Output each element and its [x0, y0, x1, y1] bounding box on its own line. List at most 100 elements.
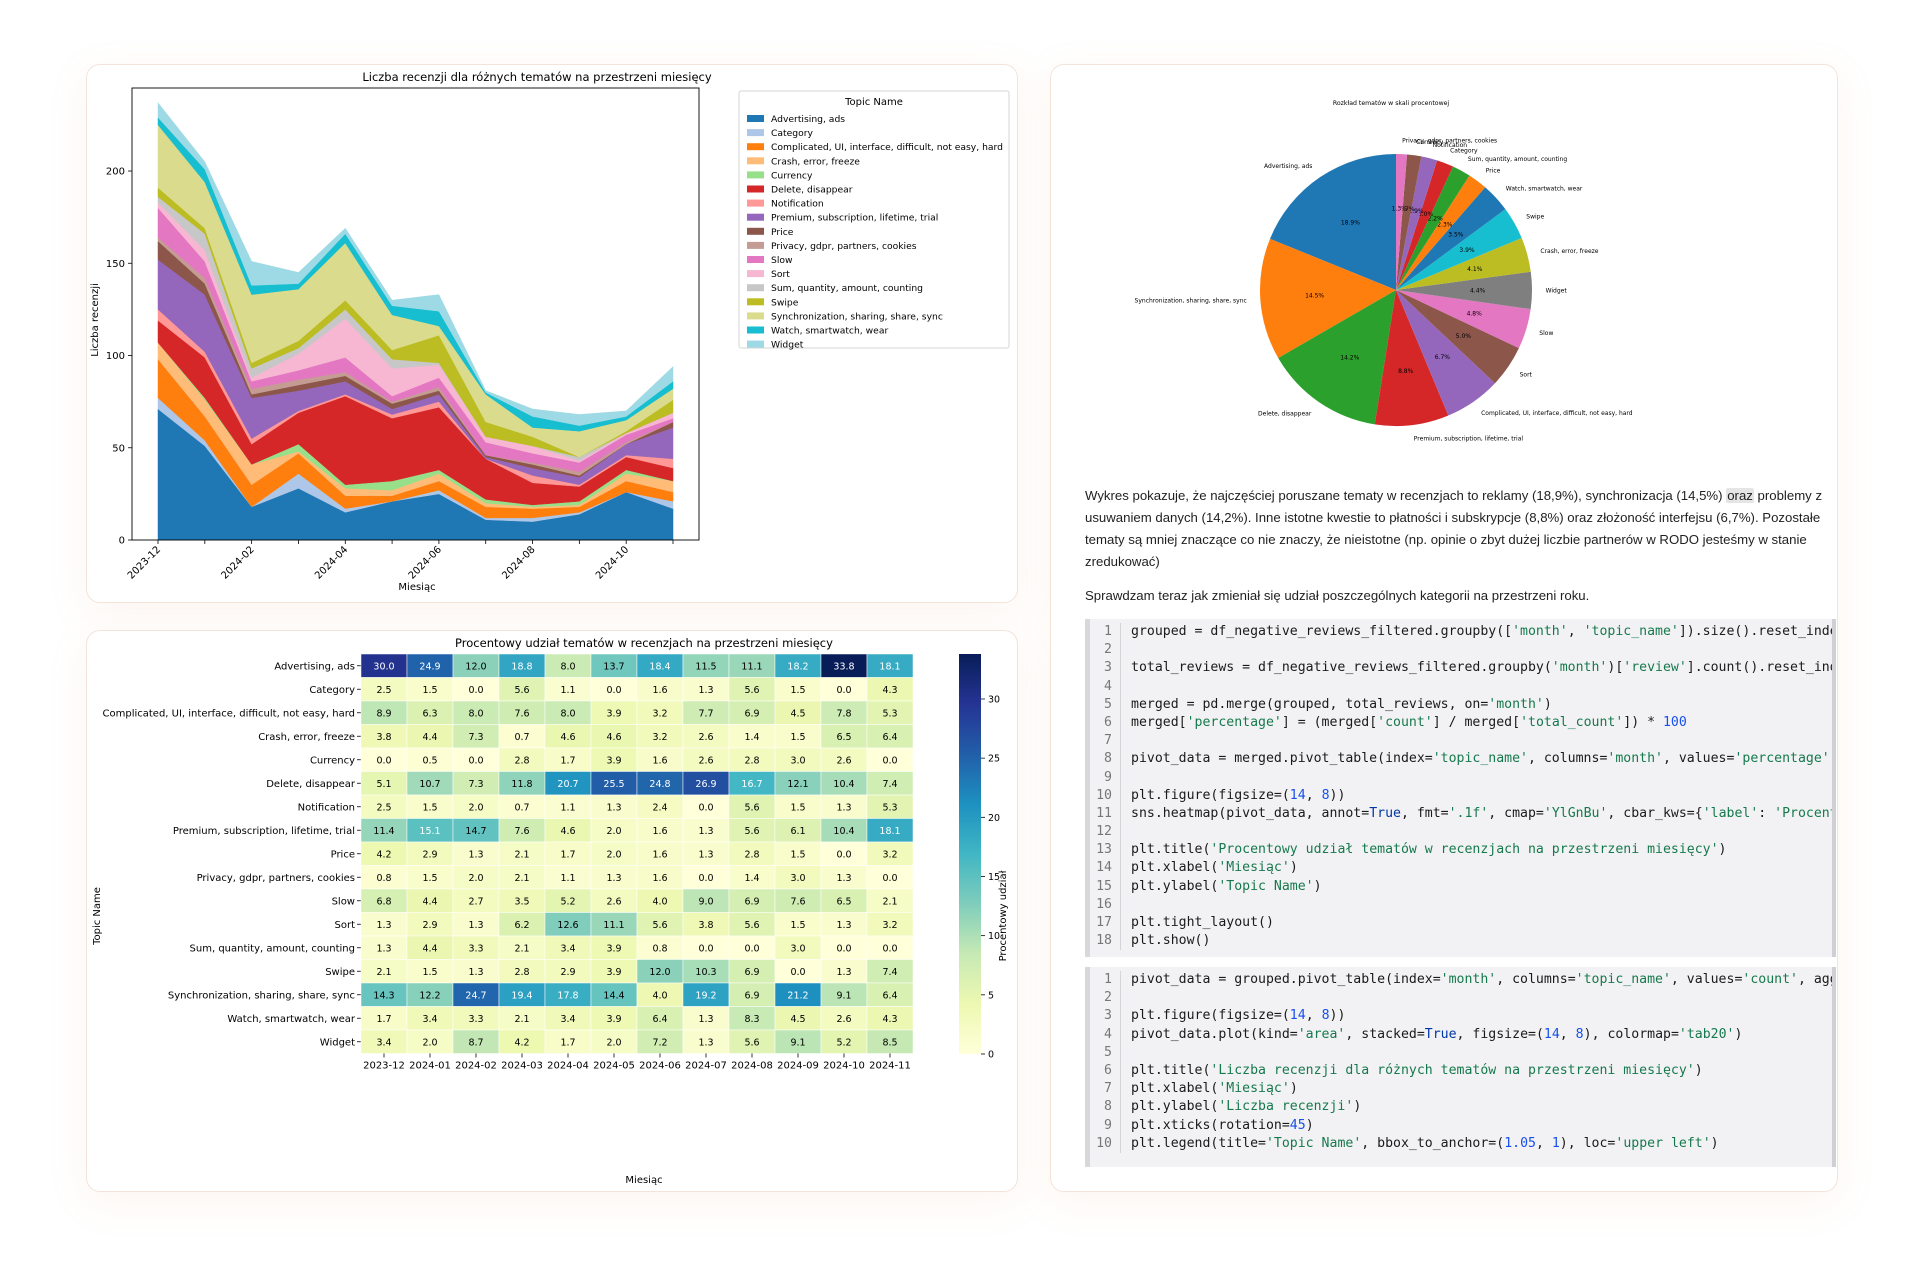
heatmap-cell-value: 4.2	[514, 1037, 529, 1048]
heatmap-cell-value: 12.6	[557, 920, 578, 931]
code-line: 11 sns.heatmap(pivot_data, annot=True, fm…	[1090, 804, 1832, 824]
legend-swatch	[747, 298, 764, 306]
code-text: plt.legend(title='Topic Name', bbox_to_a…	[1131, 1135, 1719, 1151]
heatmap-chart: Procentowy udział tematów w recenzjach n…	[92, 636, 1009, 1186]
heatmap-cell-value: 7.6	[514, 708, 529, 719]
heatmap-row-label: Delete, disappear	[266, 779, 356, 790]
heatmap-col-label: 2024-11	[869, 1061, 911, 1072]
heatmap-cell-value: 1.3	[698, 1037, 713, 1048]
heatmap-cell-value: 15.1	[419, 826, 440, 837]
heatmap-col-label: 2024-10	[823, 1061, 865, 1072]
heatmap-cell-value: 0.0	[836, 943, 851, 954]
code-cell-1[interactable]: 1 grouped = df_negative_reviews_filtered.…	[1085, 619, 1836, 957]
heatmap-cell-value: 4.6	[560, 826, 575, 837]
line-number: 6	[1090, 713, 1121, 733]
line-number: 9	[1090, 1116, 1121, 1135]
heatmap-cell-value: 0.0	[744, 943, 759, 954]
heatmap-title: Procentowy udział tematów w recenzjach n…	[455, 636, 833, 650]
line-number: 4	[1090, 1025, 1121, 1044]
analysis-text-part-2: problemy z usuwaniem danych (14,2%). Inn…	[1085, 488, 1823, 569]
heatmap-cell-value: 24.7	[465, 990, 486, 1001]
heatmap-cell-value: 1.5	[422, 685, 437, 696]
heatmap-cell-value: 1.1	[560, 685, 575, 696]
heatmap-cell-value: 2.1	[514, 873, 529, 884]
heatmap-cell-value: 7.7	[698, 708, 713, 719]
heatmap-cell-value: 1.6	[652, 826, 667, 837]
heatmap-cell-value: 5.2	[560, 896, 575, 907]
heatmap-cell-value: 0.0	[698, 873, 713, 884]
heatmap-cell-value: 1.7	[560, 1037, 575, 1048]
heatmap-cell-value: 6.5	[836, 896, 851, 907]
heatmap-cell-value: 2.9	[422, 849, 437, 860]
heatmap-cell-value: 2.7	[468, 896, 483, 907]
area-x-axis-label: Miesiąc	[398, 582, 435, 593]
heatmap-cell-value: 5.6	[744, 685, 759, 696]
code-cell-2[interactable]: 1 pivot_data = grouped.pivot_table(index=…	[1085, 967, 1836, 1167]
pie-slice	[1396, 156, 1438, 290]
heatmap-row-label: Sort	[335, 920, 356, 931]
heatmap-cell-value: 0.0	[698, 943, 713, 954]
heatmap-cell-value: 1.7	[560, 755, 575, 766]
heatmap-cell-value: 0.0	[836, 849, 851, 860]
heatmap-col-label: 2024-07	[685, 1061, 727, 1072]
heatmap-row-label: Complicated, UI, interface, difficult, n…	[103, 708, 356, 719]
heatmap-cell-value: 4.5	[790, 1014, 805, 1025]
code-line: 2	[1090, 989, 1832, 1008]
heatmap-cell-value: 3.4	[560, 1014, 575, 1025]
code-line: 5	[1090, 1043, 1832, 1062]
heatmap-cell-value: 1.6	[652, 755, 667, 766]
heatmap-row-label: Swipe	[325, 967, 355, 978]
heatmap-row-label: Widget	[320, 1037, 355, 1048]
code-line: 8 plt.ylabel('Liczba recenzji')	[1090, 1098, 1832, 1117]
pie-slice-label: Notification	[1433, 142, 1468, 149]
pie-percent-label: 14.2%	[1340, 354, 1359, 361]
heatmap-cell-value: 11.1	[741, 661, 762, 672]
code-text: plt.xlabel('Miesiąc')	[1131, 860, 1298, 876]
line-number: 11	[1090, 804, 1121, 824]
heatmap-cell-value: 3.4	[422, 1014, 437, 1025]
heatmap-x-axis-label: Miesiąc	[625, 1175, 662, 1186]
code-text: total_reviews = df_negative_reviews_filt…	[1131, 660, 1832, 676]
line-number: 2	[1090, 641, 1121, 660]
heatmap-cell-value: 8.3	[744, 1014, 759, 1025]
code-line: 14 plt.xlabel('Miesiąc')	[1090, 859, 1832, 878]
heatmap-cell-value: 1.6	[652, 849, 667, 860]
code-line: 10 plt.legend(title='Topic Name', bbox_to…	[1090, 1134, 1832, 1153]
pie-slice	[1396, 209, 1522, 290]
heatmap-cell-value: 1.4	[744, 873, 759, 884]
heatmap-cell-value: 5.2	[836, 1037, 851, 1048]
pie-slice-label: Synchronization, sharing, share, sync	[1135, 297, 1247, 304]
heatmap-cell-value: 4.6	[606, 732, 621, 743]
pie-slice-label: Watch, smartwatch, wear	[1506, 185, 1583, 192]
code-line: 12	[1090, 823, 1832, 842]
heatmap-cell-value: 2.1	[514, 943, 529, 954]
line-number: 14	[1090, 859, 1121, 878]
line-number: 15	[1090, 877, 1121, 896]
analysis-text-part-1: Wykres pokazuje, że najczęściej poruszan…	[1085, 488, 1727, 503]
code-line: 8 pivot_data = merged.pivot_table(index='…	[1090, 750, 1832, 769]
heatmap-cell-value: 2.6	[606, 896, 621, 907]
legend-entry: Swipe	[771, 297, 799, 308]
heatmap-cell-value: 2.9	[560, 967, 575, 978]
heatmap-cell-value: 1.1	[560, 802, 575, 813]
legend-swatch	[747, 115, 764, 122]
heatmap-cell-value: 2.0	[468, 802, 483, 813]
line-number: 9	[1090, 768, 1121, 787]
heatmap-cell-value: 11.5	[695, 661, 716, 672]
line-number: 4	[1090, 677, 1121, 696]
heatmap-cell-value: 3.8	[698, 920, 713, 931]
pie-percent-label: 4.8%	[1467, 311, 1483, 318]
area-chart-card: Liczba recenzji dla różnych tematów na p…	[86, 64, 1018, 603]
legend-entry: Complicated, UI, interface, difficult, n…	[771, 142, 1003, 153]
heatmap-cell-value: 2.0	[422, 1037, 437, 1048]
heatmap-cell-value: 2.9	[422, 920, 437, 931]
heatmap-cell-value: 1.3	[468, 967, 483, 978]
area-plot-group: 0 50 100 150 200 2023-12 2024-02 2024-04 2024-06…	[106, 87, 700, 582]
heatmap-cell-value: 2.6	[698, 755, 713, 766]
area-series-16	[157, 102, 674, 426]
heatmap-cell-value: 3.8	[376, 732, 391, 743]
legend-swatch	[747, 213, 764, 221]
line-number: 1	[1090, 971, 1121, 990]
pie-slice	[1396, 154, 1408, 290]
heatmap-cell-value: 0.5	[422, 755, 437, 766]
